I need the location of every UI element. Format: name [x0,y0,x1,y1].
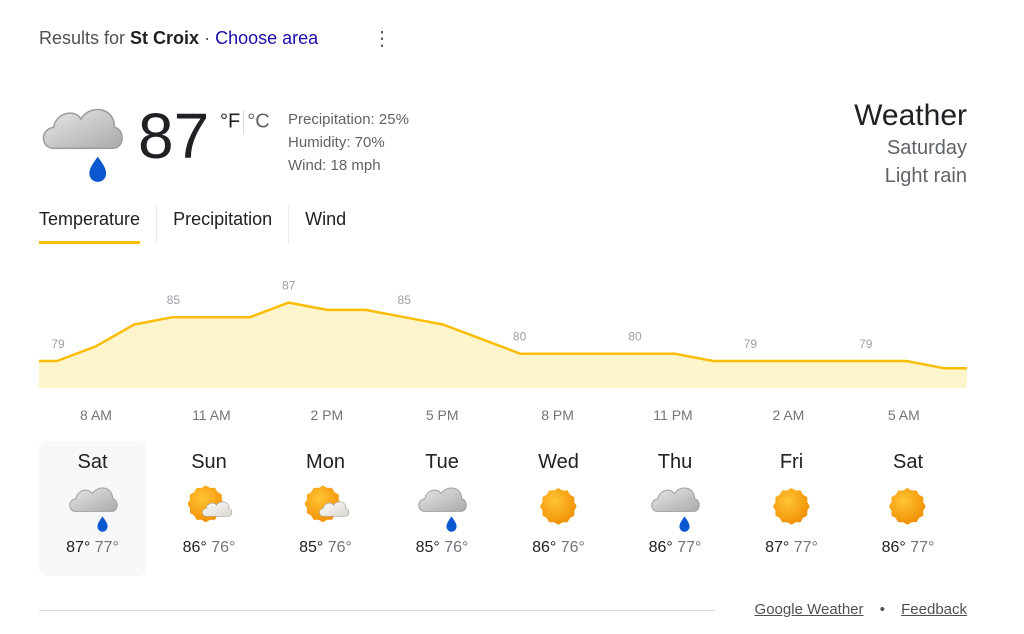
high-temp: 87° [66,539,91,556]
unit-toggle: °F °C [220,110,270,134]
high-temp: 85° [415,539,440,556]
x-tick-label: 2 AM [772,407,804,423]
x-tick-label: 8 PM [541,407,574,423]
day-name: Mon [306,451,345,473]
x-tick-label: 5 PM [426,407,459,423]
value-label: 79 [51,337,65,351]
weather-day: Saturday [886,137,967,159]
day-name: Thu [657,451,693,473]
tab-temperature[interactable]: Temperature [39,205,156,244]
value-label: 85 [167,293,181,307]
low-temp: 76° [560,539,585,556]
value-label: 85 [398,293,412,307]
day-sun[interactable]: Sun 86° 76° [156,441,263,576]
tab-precipitation[interactable]: Precipitation [156,205,288,244]
fahrenheit-button[interactable]: °F [220,110,241,133]
day-temps: 86° 77° [855,539,962,557]
value-label: 80 [513,330,527,344]
choose-area-link[interactable]: Choose area [215,28,319,48]
chart-area [39,302,967,388]
results-header: Results for St Croix · Choose area [39,28,318,49]
separator: · [204,28,211,48]
day-name: Sun [191,451,227,473]
x-tick-label: 11 AM [192,407,231,423]
day-wed[interactable]: Wed 86° 76° [505,441,612,576]
low-temp: 76° [211,539,236,556]
low-temp: 76° [444,539,469,556]
low-temp: 77° [677,539,702,556]
humidity: Humidity: 70% [288,134,385,151]
day-name: Wed [538,451,579,473]
high-temp: 86° [182,539,207,556]
low-temp: 77° [910,539,935,556]
high-temp: 85° [299,539,324,556]
value-label: 80 [628,330,642,344]
x-tick-label: 2 PM [310,407,343,423]
wind: Wind: 18 mph [288,157,381,174]
google-weather-link[interactable]: Google Weather [754,601,864,618]
daily-forecast: Sat 87° 77° Sun 86° 76° Mon 85° 76° Tue 85°… [39,441,971,576]
rain-icon [39,98,125,189]
low-temp: 77° [94,539,119,556]
low-temp: 76° [327,539,352,556]
location-name: St Croix [130,28,200,48]
celsius-button[interactable]: °C [247,110,270,133]
x-tick-label: 11 PM [653,407,692,423]
partly-sunny-icon [272,481,379,539]
unit-divider [243,110,245,134]
feedback-link[interactable]: Feedback [901,601,967,618]
day-thu[interactable]: Thu 86° 77° [622,441,729,576]
high-temp: 86° [648,539,673,556]
day-temps: 85° 76° [389,539,496,557]
sunny-icon [505,481,612,539]
chart-tabs: Temperature Precipitation Wind [39,205,362,244]
rain-icon [389,481,496,539]
weather-title: Weather [854,99,967,132]
day-temps: 87° 77° [39,539,146,557]
footer-dot: • [879,601,885,618]
day-temps: 86° 77° [622,539,729,557]
day-temps: 86° 76° [156,539,263,557]
partly-sunny-icon [156,481,263,539]
weather-summary: Weather Saturday Light rain [854,98,967,190]
high-temp: 86° [881,539,906,556]
sunny-icon [855,481,962,539]
high-temp: 86° [532,539,557,556]
x-tick-label: 8 AM [80,407,112,423]
value-label: 87 [282,279,296,293]
day-mon[interactable]: Mon 85° 76° [272,441,379,576]
day-tue[interactable]: Tue 85° 76° [389,441,496,576]
value-label: 79 [744,337,758,351]
chart-line [39,301,967,370]
weather-condition: Light rain [884,165,967,187]
day-sat[interactable]: Sat 86° 77° [855,441,962,576]
high-temp: 87° [765,539,790,556]
value-label: 79 [859,337,873,351]
tab-wind[interactable]: Wind [288,205,362,244]
day-temps: 85° 76° [272,539,379,557]
temperature-chart: 79 85 87 85 80 80 79 79 8 AM 11 AM 2 PM 5 PM 8 PM 11 … [39,279,967,423]
current-temperature: 87 [138,100,210,172]
footer: Google Weather • Feedback [755,601,967,618]
day-name: Tue [425,451,459,473]
precipitation: Precipitation: 25% [288,111,409,128]
divider [39,610,715,611]
day-temps: 86° 76° [505,539,612,557]
day-fri[interactable]: Fri 87° 77° [738,441,845,576]
low-temp: 77° [793,539,818,556]
day-name: Fri [779,451,804,473]
sunny-icon [738,481,845,539]
day-name: Sat [77,451,108,473]
weather-details: Precipitation: 25% Humidity: 70% Wind: 1… [288,108,409,177]
day-sat[interactable]: Sat 87° 77° [39,441,146,576]
day-temps: 87° 77° [738,539,845,557]
x-tick-label: 5 AM [888,407,920,423]
day-name: Sat [892,451,924,473]
results-prefix: Results for [39,28,126,48]
more-vert-icon[interactable]: ⋮ [372,28,392,50]
rain-icon [622,481,729,539]
rain-icon [39,481,146,539]
